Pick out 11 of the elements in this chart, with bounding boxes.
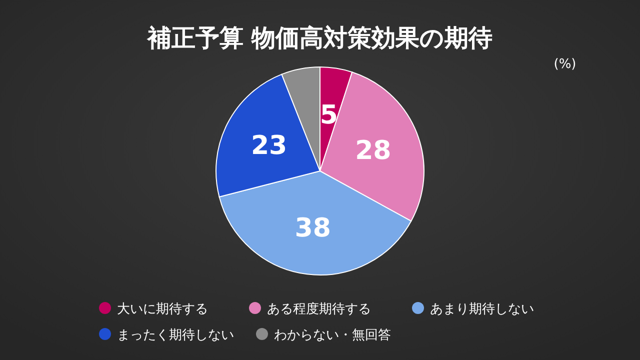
data-label: 23 xyxy=(250,131,288,162)
legend-label: 大いに期待する xyxy=(117,302,208,317)
text: (%) xyxy=(554,57,576,72)
legend-label: まったく期待しない xyxy=(117,328,234,343)
legend-label: わからない・無回答 xyxy=(274,328,391,343)
legend-label: ある程度期待する xyxy=(267,301,371,317)
data-label: 28 xyxy=(355,136,392,166)
data-label: 38 xyxy=(294,214,331,244)
legend-label: あまり期待しない xyxy=(430,302,534,317)
data-label: 5 xyxy=(320,100,338,131)
chart-title: 補正予算 物価高対策効果の期待 xyxy=(146,24,493,52)
